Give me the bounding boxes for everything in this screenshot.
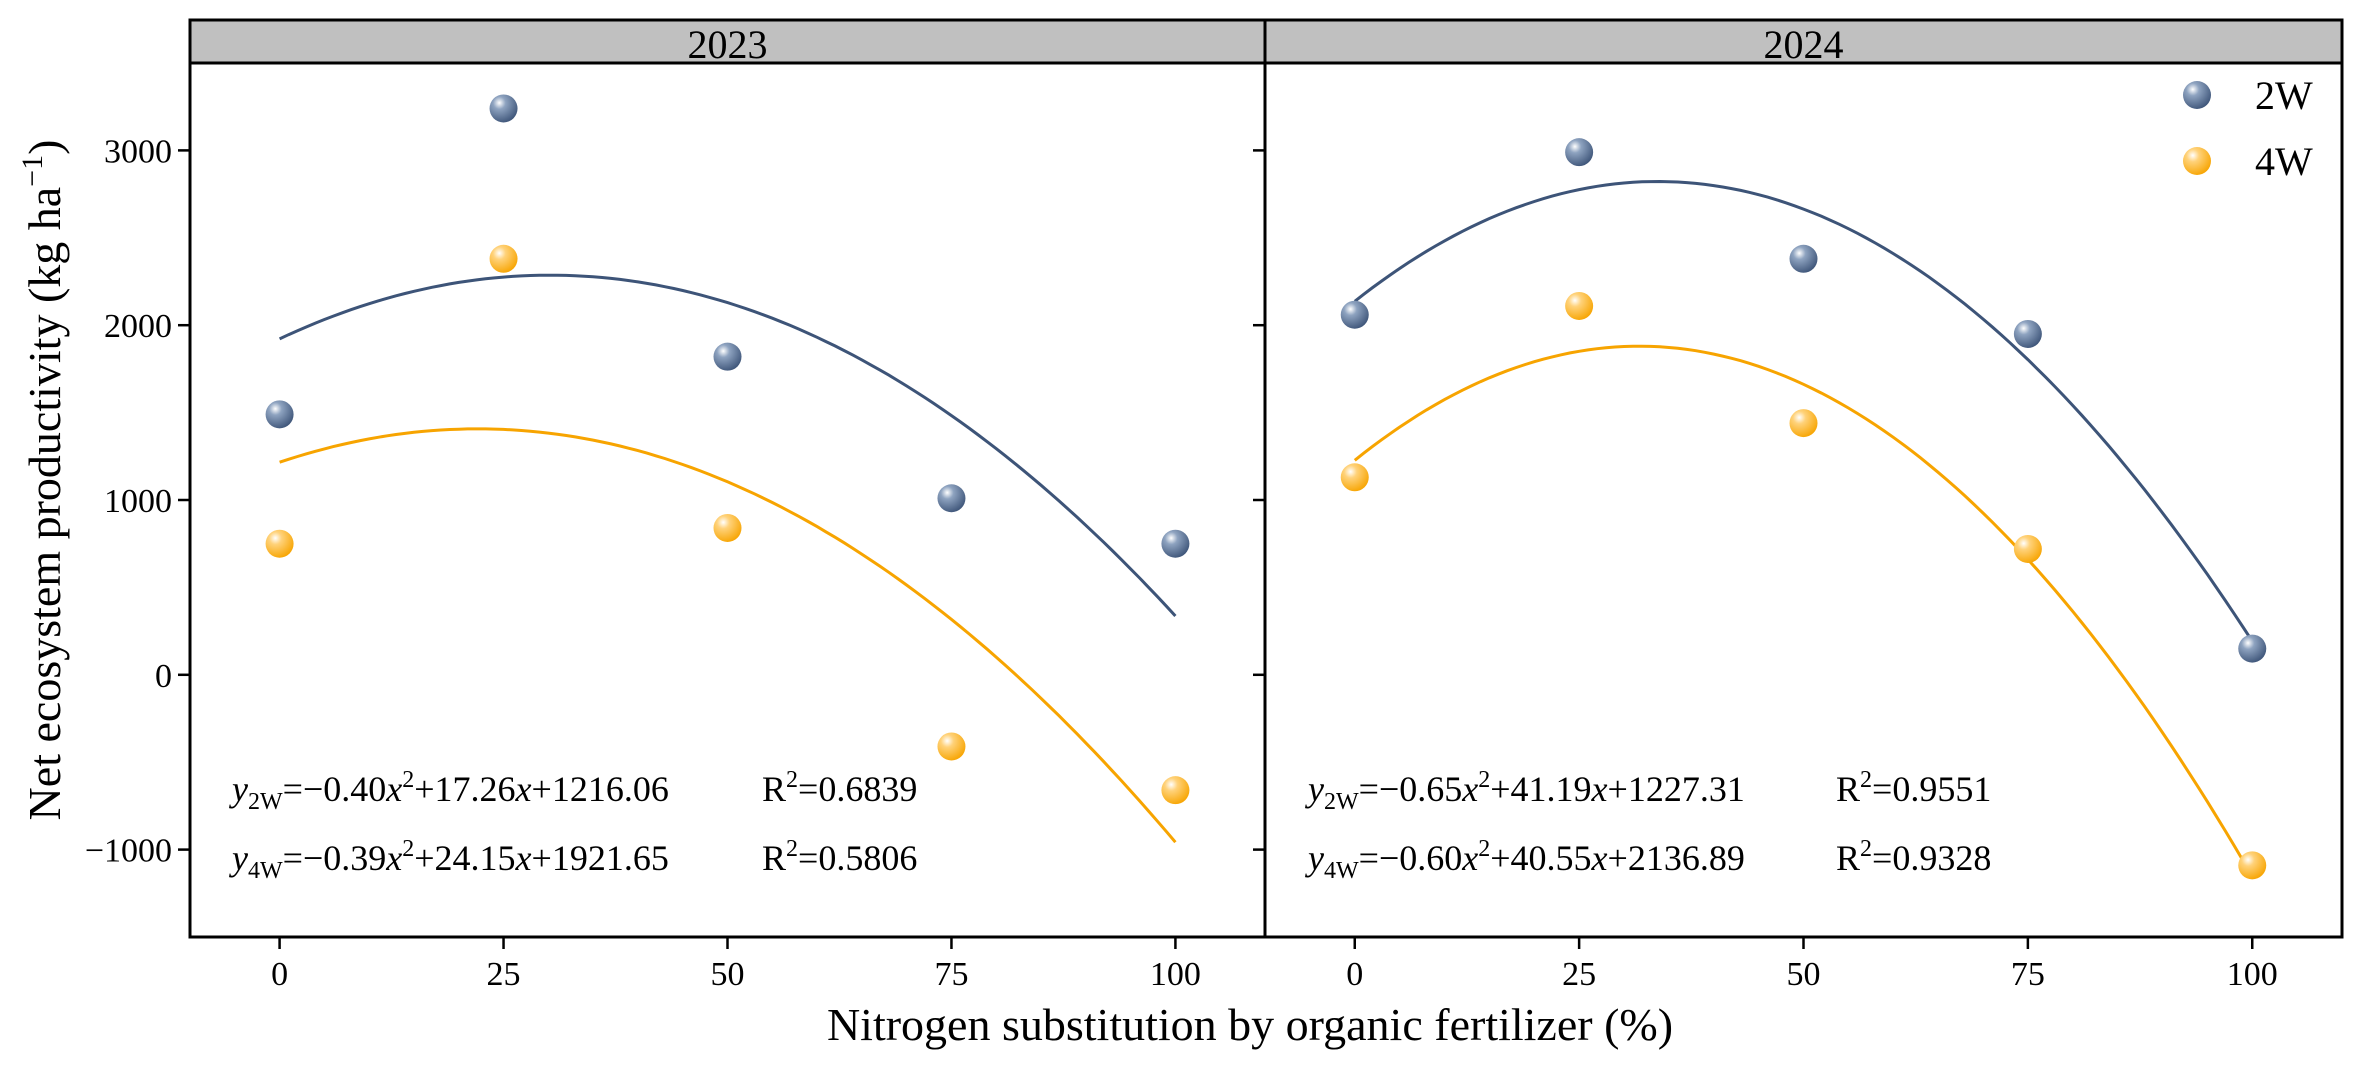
fit-curve-4W: [1353, 344, 2254, 878]
x-tick-label: 100: [2227, 956, 2278, 993]
equation-2W: y2W=−0.65x2+41.19x+1227.31: [1305, 767, 1745, 815]
r-squared-2W: R2=0.9551: [1836, 767, 1991, 809]
point-2W: [713, 342, 742, 371]
point-4W: [1789, 409, 1818, 438]
x-tick-label: 100: [1150, 956, 1201, 993]
x-tick-label: 25: [487, 956, 521, 993]
x-tick-label: 75: [2011, 956, 2045, 993]
y-tick-label: 3000: [104, 133, 172, 170]
x-axis-label: Nitrogen substitution by organic fertili…: [827, 999, 1673, 1050]
x-tick-label: 0: [271, 956, 288, 993]
legend-label-4W: 4W: [2255, 139, 2313, 184]
legend-marker-2W: [2183, 81, 2211, 109]
r-squared-4W: R2=0.9328: [1836, 836, 1991, 878]
point-2W: [2013, 319, 2042, 348]
point-4W: [937, 732, 966, 761]
equation-4W: y4W=−0.39x2+24.15x+1921.65: [229, 836, 669, 884]
x-tick-label: 50: [1787, 956, 1821, 993]
fit-curve-4W: [279, 427, 1177, 844]
panel-strip: [188, 18, 1267, 65]
point-4W: [1161, 776, 1190, 805]
point-2W: [1161, 529, 1190, 558]
legend-marker-4W: [2183, 147, 2211, 175]
point-4W: [489, 244, 518, 273]
point-4W: [1340, 463, 1369, 492]
fit-curve-2W: [278, 273, 1177, 618]
point-4W: [2238, 851, 2267, 880]
x-tick-label: 50: [711, 956, 745, 993]
point-2W: [1789, 244, 1818, 273]
point-2W: [2238, 634, 2267, 663]
fit-curve-2W: [1353, 179, 2254, 643]
x-tick-label: 0: [1346, 956, 1363, 993]
equation-4W: y4W=−0.60x2+40.55x+2136.89: [1305, 836, 1745, 884]
y-tick-label: −1000: [85, 833, 172, 870]
x-tick-label: 25: [1562, 956, 1596, 993]
point-4W: [2013, 534, 2042, 563]
y-axis-label: Net ecosystem productivity (kg ha−1): [16, 140, 70, 821]
legend-label-2W: 2W: [2255, 73, 2313, 118]
panel-2024: 2024 0 25 50 75 100 y2W=−0.65x2+41.19x+1227.31…: [1253, 18, 2344, 993]
r-squared-2W: R2=0.6839: [762, 767, 917, 809]
panel-strip: [1263, 18, 2344, 65]
point-4W: [1565, 291, 1594, 320]
equation-2W: y2W=−0.40x2+17.26x+1216.06: [229, 767, 669, 815]
point-2W: [265, 400, 294, 429]
point-4W: [265, 529, 294, 558]
y-tick-label: 1000: [104, 483, 172, 520]
point-2W: [1565, 138, 1594, 167]
x-tick-label: 75: [934, 956, 968, 993]
panel-2023: 2023 0 25 50 75 100 −1000 0 1000 2000 3000 y2W=−0.4…: [85, 18, 1267, 993]
point-4W: [713, 513, 742, 542]
panel-title: 2023: [688, 22, 768, 67]
point-2W: [937, 484, 966, 513]
y-tick-label: 2000: [104, 308, 172, 345]
point-2W: [1340, 300, 1369, 329]
r-squared-4W: R2=0.5806: [762, 836, 917, 878]
y-tick-label: 0: [155, 658, 172, 695]
point-2W: [489, 94, 518, 123]
panel-title: 2024: [1764, 22, 1844, 67]
